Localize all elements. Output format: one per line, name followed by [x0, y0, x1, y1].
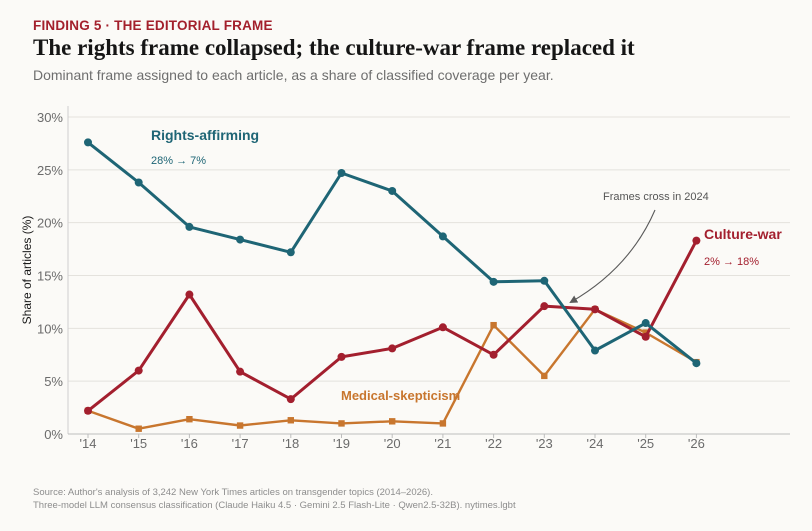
x-tick-label: '26 [688, 436, 705, 451]
data-point-rights-affirming [591, 346, 599, 355]
chart-title: The rights frame collapsed; the culture-… [33, 35, 635, 60]
data-point-rights-affirming [84, 138, 92, 147]
data-point-rights-affirming [540, 276, 549, 285]
data-point-medical-skepticism [541, 372, 548, 380]
data-point-culture-war [134, 366, 143, 375]
data-point-medical-skepticism [338, 420, 345, 427]
x-tick-label: '20 [384, 436, 401, 451]
series-lines [84, 138, 701, 432]
data-point-medical-skepticism [186, 416, 193, 423]
axes: 0% 5% 10% 15% 20% 25% 30% '14 '15 '16 '17 '18 '19 '20… [37, 106, 790, 451]
data-point-rights-affirming [185, 222, 194, 231]
y-tick-label: 15% [37, 269, 63, 284]
x-tick-label: '24 [587, 436, 604, 451]
y-tick-label: 5% [44, 374, 63, 389]
series-culture-war [84, 236, 701, 415]
annotation-arrow [569, 209, 656, 303]
y-axis-label: Share of articles (%) [20, 216, 34, 325]
annotation-frames-cross: Frames cross in 2024 [603, 191, 709, 203]
x-tick-label: '14 [80, 436, 97, 451]
y-tick-label: 0% [44, 427, 63, 442]
series-line-culture-war [86, 239, 698, 413]
finding-kicker: FINDING 5 · THE EDITORIAL FRAME [33, 18, 273, 33]
x-tick-label: '16 [181, 436, 198, 451]
y-tick-label: 30% [37, 110, 63, 125]
x-tick-label: '19 [333, 436, 350, 451]
data-point-rights-affirming [337, 169, 346, 178]
data-point-culture-war [489, 350, 498, 359]
legend-medical-skepticism: Medical-skepticism [341, 388, 460, 403]
y-tick-label: 25% [37, 163, 63, 178]
data-point-culture-war [692, 236, 701, 245]
data-point-rights-affirming [438, 232, 447, 241]
legend-culture-war: Culture-war [704, 226, 782, 242]
data-point-medical-skepticism [287, 417, 294, 424]
annotation-rights-affirming: 28% → 7% [151, 155, 206, 167]
x-tick-label: '23 [536, 436, 553, 451]
data-point-culture-war [591, 305, 599, 314]
series-rights-affirming [84, 138, 701, 368]
data-point-rights-affirming [134, 178, 143, 187]
data-point-culture-war [337, 352, 346, 361]
x-tick-label: '21 [434, 436, 451, 451]
data-point-medical-skepticism [135, 425, 142, 432]
data-point-culture-war [185, 290, 194, 299]
data-point-medical-skepticism [236, 422, 244, 429]
y-tick-label: 20% [37, 216, 63, 231]
x-tick-label: '18 [282, 436, 299, 451]
x-tick-label: '25 [637, 436, 654, 451]
data-point-culture-war [641, 332, 650, 341]
legend-rights-affirming: Rights-affirming [151, 127, 259, 143]
data-point-rights-affirming [236, 235, 245, 244]
data-point-rights-affirming [388, 186, 397, 195]
data-point-medical-skepticism [439, 420, 447, 427]
data-point-culture-war [540, 302, 549, 311]
data-point-culture-war [286, 395, 295, 404]
x-tick-label: '22 [485, 436, 502, 451]
y-tick-label: 10% [37, 321, 63, 336]
series-medical-skepticism [84, 306, 700, 432]
series-line-medical-skepticism [86, 308, 698, 430]
data-point-rights-affirming [641, 319, 650, 328]
data-point-culture-war [236, 367, 245, 376]
annotation-culture-war: 2% → 18% [704, 256, 759, 268]
source-line-1: Source: Author's analysis of 3,242 New Y… [33, 487, 433, 498]
series-line-rights-affirming [86, 140, 698, 365]
source-line-2: Three-model LLM consensus classification… [33, 499, 516, 511]
source-note: Source: Author's analysis of 3,242 New Y… [33, 487, 516, 512]
data-point-rights-affirming [489, 277, 498, 286]
data-point-rights-affirming [692, 359, 701, 368]
data-point-culture-war [84, 406, 92, 415]
data-point-medical-skepticism [389, 418, 396, 425]
chart-subtitle: Dominant frame assigned to each article,… [33, 67, 554, 83]
data-point-medical-skepticism [642, 329, 649, 336]
data-point-culture-war [438, 323, 447, 332]
data-point-rights-affirming [286, 248, 295, 257]
x-tick-label: '17 [232, 436, 249, 451]
data-point-culture-war [388, 344, 397, 353]
x-tick-label: '15 [130, 436, 147, 451]
data-point-medical-skepticism [490, 321, 497, 329]
